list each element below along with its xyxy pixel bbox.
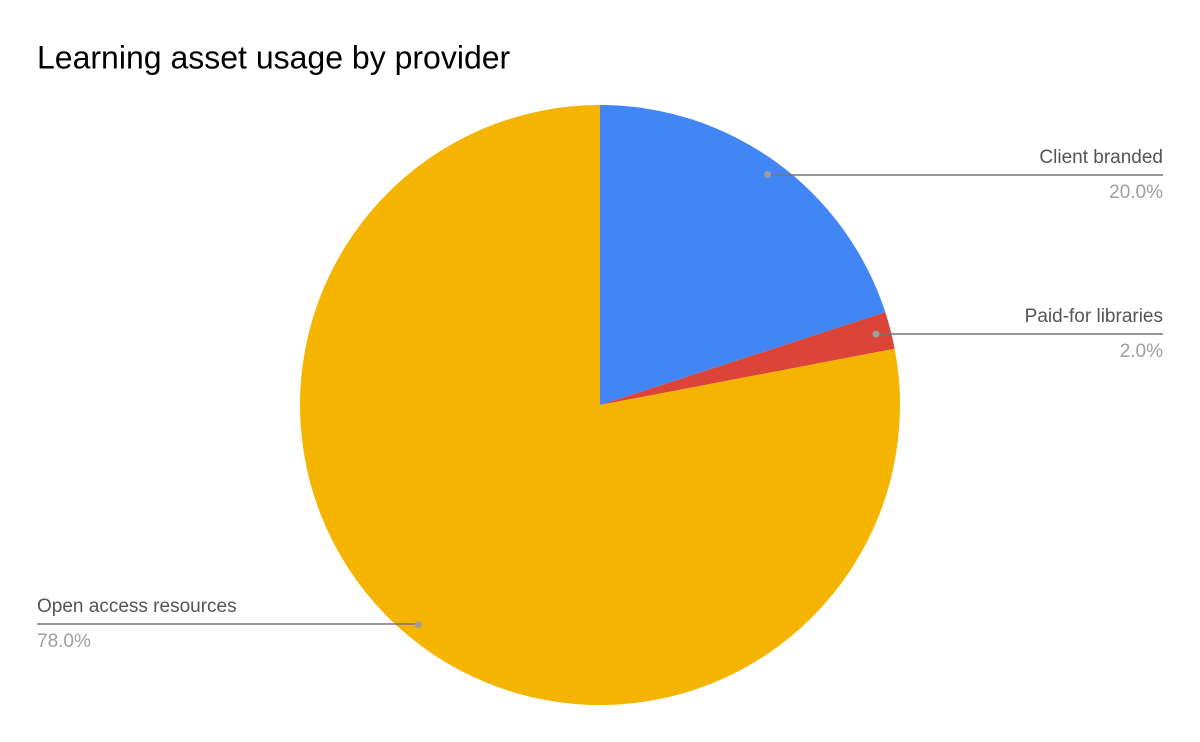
- leader-dot: [414, 621, 422, 629]
- pie-slice: [600, 105, 886, 405]
- chart-title: Learning asset usage by provider: [37, 39, 511, 75]
- pie-slice: [300, 105, 900, 705]
- slice-label: Open access resources: [37, 596, 237, 617]
- slice-label: Paid-for libraries: [1025, 306, 1163, 327]
- leader-line: [37, 623, 420, 625]
- slice-value: 78.0%: [37, 631, 91, 652]
- leader-line: [766, 174, 1163, 176]
- pie-slice: [600, 312, 895, 405]
- slice-value: 20.0%: [1109, 182, 1163, 203]
- slice-label: Client branded: [1039, 147, 1163, 168]
- leader-dot: [872, 330, 880, 338]
- leader-dot: [764, 170, 772, 178]
- slice-value: 2.0%: [1120, 341, 1163, 362]
